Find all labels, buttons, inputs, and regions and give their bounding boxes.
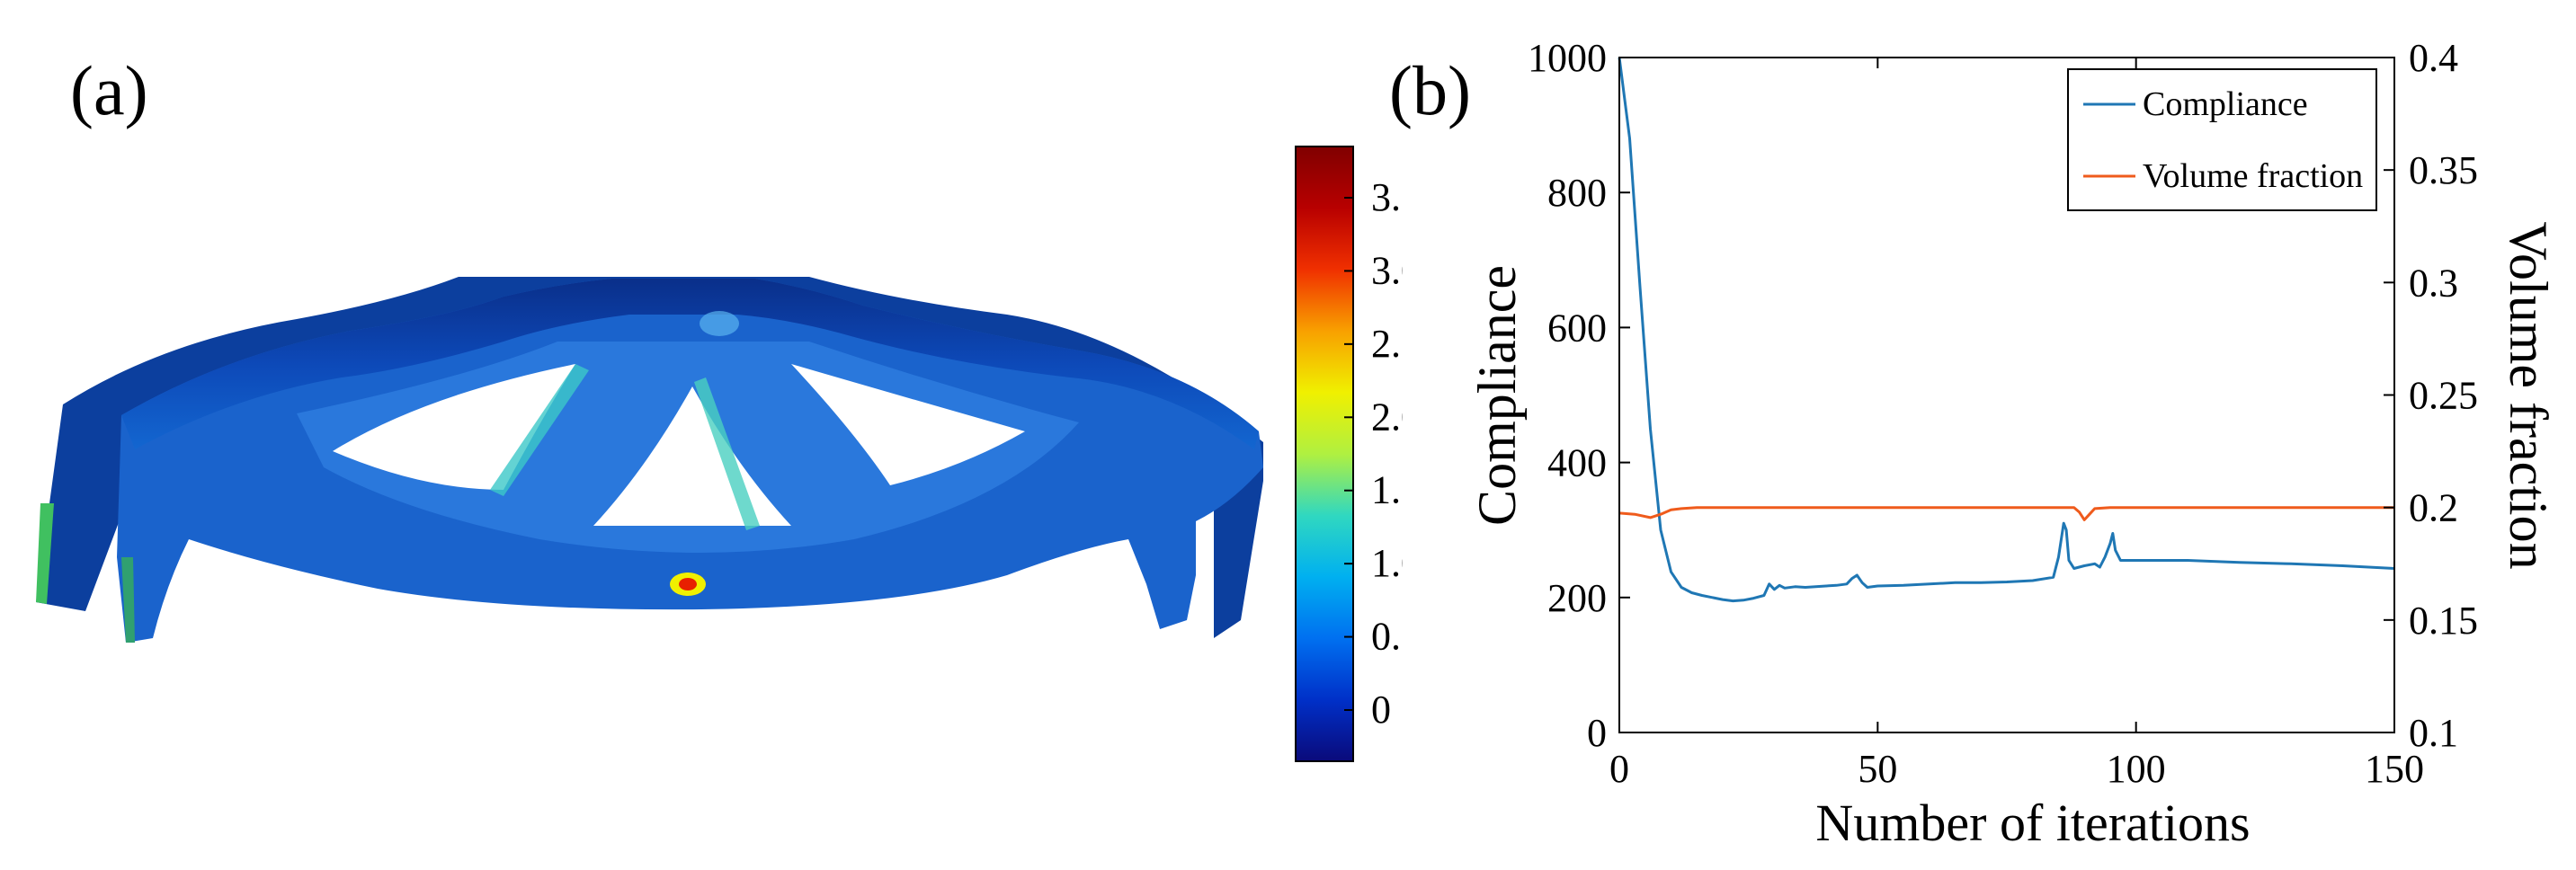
- y-tick-label: 1000: [1528, 36, 1607, 80]
- y2-tick-label: 0.2: [2409, 486, 2458, 530]
- panel-a-label: (a): [70, 51, 148, 129]
- series-line-volume-fraction: [1618, 506, 2394, 521]
- x-axis-ticks: 0 50 100 150: [1609, 58, 2424, 791]
- colorbar-tick-label: 2.0: [1371, 395, 1403, 439]
- y-axis-label: Compliance: [1467, 265, 1527, 526]
- structure-top-edge: [121, 279, 1259, 449]
- x-tick-label: 150: [2365, 747, 2424, 791]
- legend-label-compliance: Compliance: [2143, 85, 2308, 123]
- hotspot-inner: [679, 578, 697, 590]
- y-tick-label: 0: [1587, 711, 1607, 755]
- colorbar-rect: [1295, 146, 1354, 762]
- structure-render: [36, 277, 1263, 643]
- legend: Compliance Volume fraction: [2067, 68, 2377, 211]
- y2-tick-label: 0.1: [2409, 711, 2458, 755]
- y-tick-label: 800: [1547, 171, 1607, 215]
- member-right-highlight: [694, 377, 760, 530]
- y2-axis-label: Volume fraction: [2499, 221, 2558, 569]
- legend-label-volume-fraction: Volume fraction: [2143, 157, 2363, 195]
- y-axis-ticks: 0 200 400 600 800 1000: [1528, 36, 1630, 755]
- y2-axis-ticks: 0.1 0.15 0.2 0.25 0.3 0.35 0.4: [2384, 36, 2478, 755]
- y2-tick-label: 0.25: [2409, 374, 2478, 418]
- x-tick-label: 100: [2107, 747, 2166, 791]
- y2-tick-label: 0.3: [2409, 261, 2458, 305]
- y-tick-label: 200: [1547, 576, 1607, 620]
- member-left-highlight: [490, 364, 589, 496]
- node-highlight: [700, 311, 739, 336]
- opening-right: [791, 364, 1025, 485]
- chart-series: [1618, 57, 2395, 603]
- left-leg-accent-2: [121, 557, 135, 643]
- colorbar: 3.5 3.0 2.5 2.0 1.5 1.0 0.5 0: [1295, 146, 1403, 762]
- panel-a-figure: 3.5 3.0 2.5 2.0 1.5 1.0 0.5 0: [36, 146, 1403, 762]
- colorbar-tick-label: 0: [1371, 688, 1391, 732]
- y-tick-label: 400: [1547, 441, 1607, 485]
- series-line-compliance: [1618, 57, 2395, 603]
- colorbar-tick-label: 3.5: [1371, 175, 1403, 219]
- y2-tick-label: 0.35: [2409, 148, 2478, 192]
- y2-tick-label: 0.15: [2409, 599, 2478, 643]
- colorbar-tick-label: 3.0: [1371, 248, 1403, 292]
- y2-tick-label: 0.4: [2409, 36, 2458, 80]
- x-tick-label: 50: [1858, 747, 1897, 791]
- colorbar-tick-label: 1.5: [1371, 468, 1403, 512]
- left-leg-accent: [36, 503, 54, 604]
- x-axis-label: Number of iterations: [1815, 794, 2250, 852]
- colorbar-tick-label: 1.0: [1371, 541, 1403, 585]
- colorbar-tick-label: 2.5: [1371, 322, 1403, 366]
- colorbar-tick-label: 0.5: [1371, 615, 1403, 659]
- legend-box: [2067, 68, 2377, 211]
- colorbar-ticks: 3.5 3.0 2.5 2.0 1.5 1.0 0.5 0: [1344, 175, 1403, 732]
- x-tick-label: 0: [1609, 747, 1629, 791]
- y-tick-label: 600: [1547, 306, 1607, 350]
- panel-b-label: (b): [1389, 51, 1471, 129]
